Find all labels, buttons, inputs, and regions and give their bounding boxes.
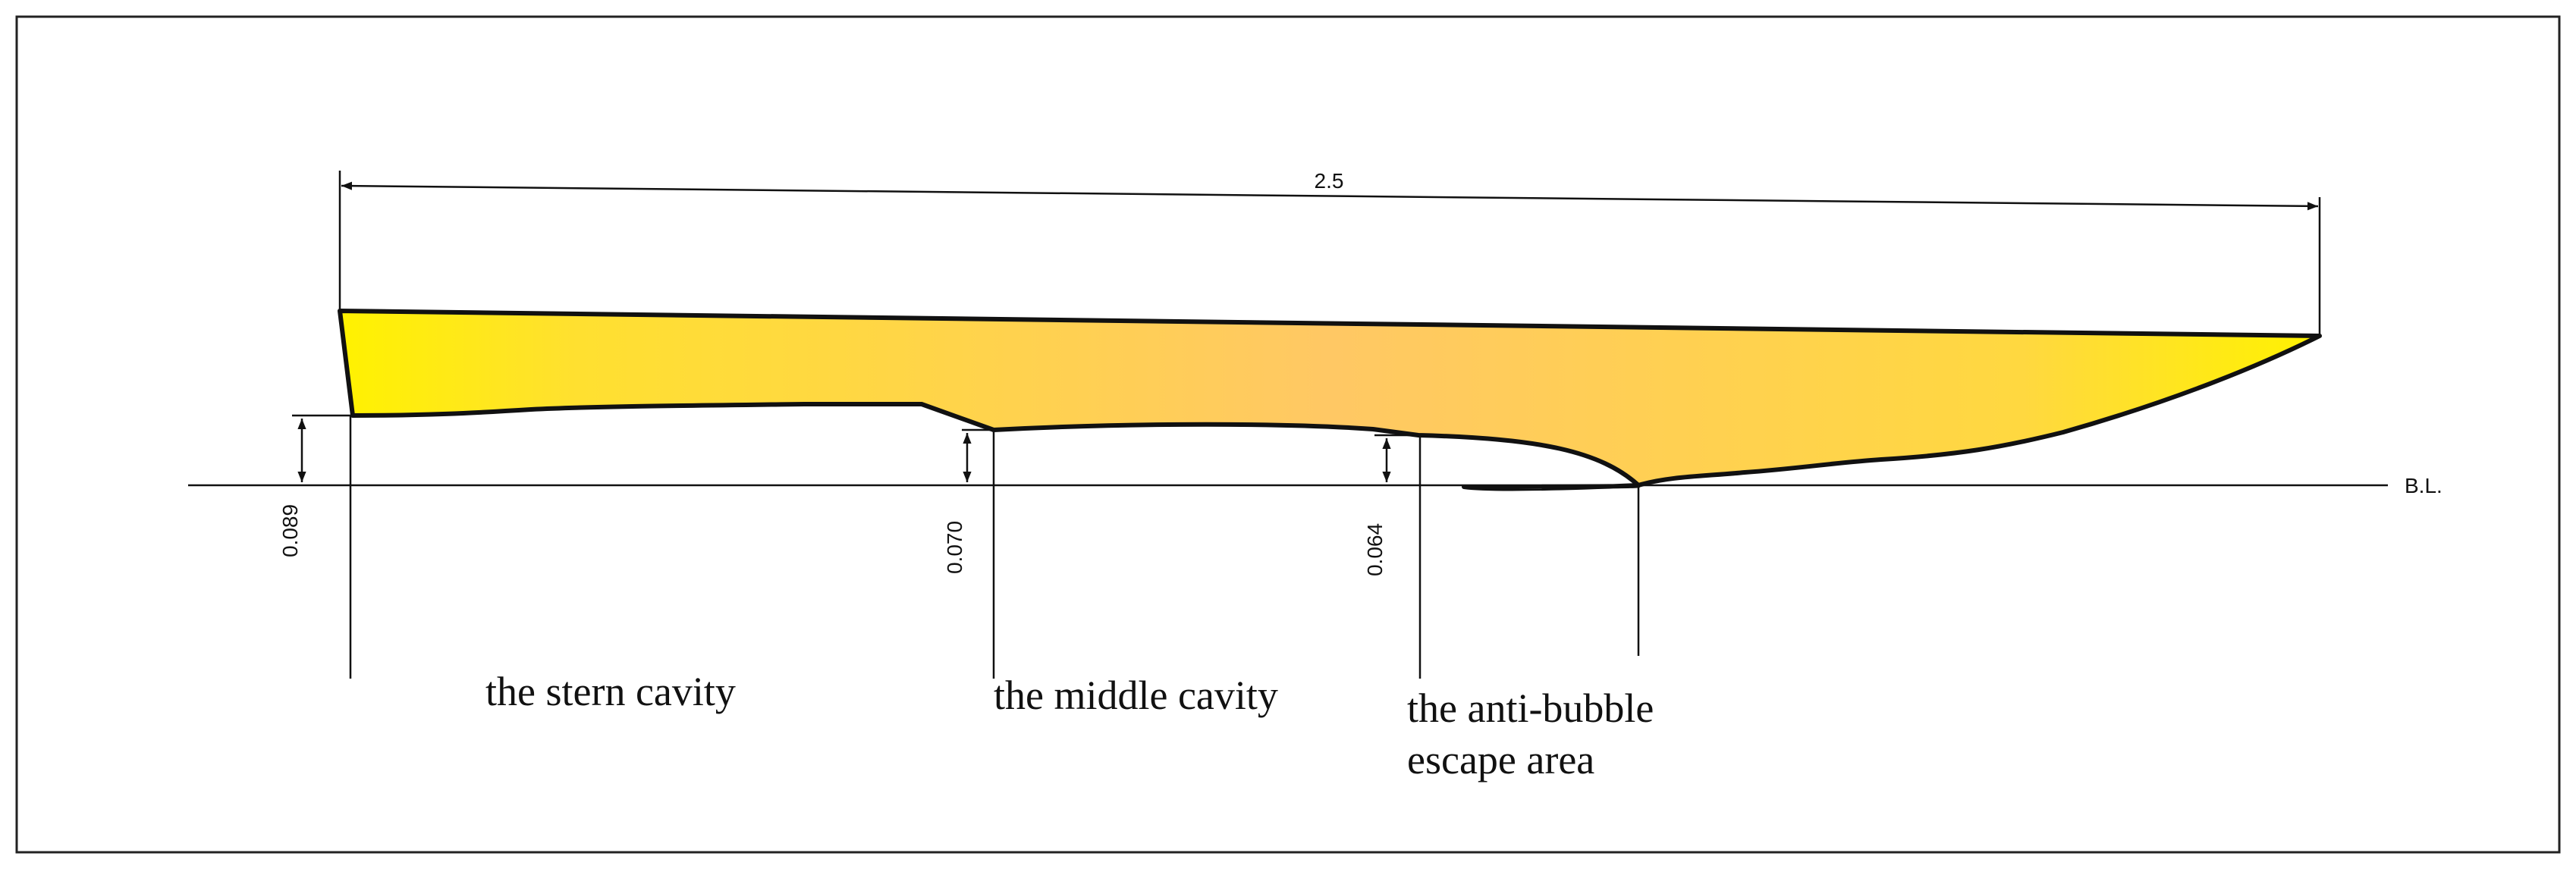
stern-cavity-label: the stern cavity [485,669,736,714]
drawing-frame [15,15,2561,854]
stern-cavity-height: 0.089 [278,504,302,557]
length-dimension-value: 2.5 [1315,169,1344,193]
baseline-label: B.L. [2405,474,2442,497]
middle-cavity-height: 0.070 [943,521,966,574]
hull-shape [338,309,2322,491]
anti-bubble-height: 0.064 [1363,523,1387,576]
middle-cavity-label: the middle cavity [994,673,1278,718]
anti-bubble-label-line2: escape area [1407,737,1594,782]
length-dimension-line [341,181,2319,211]
anti-bubble-label-line1: the anti-bubble [1407,685,1654,731]
